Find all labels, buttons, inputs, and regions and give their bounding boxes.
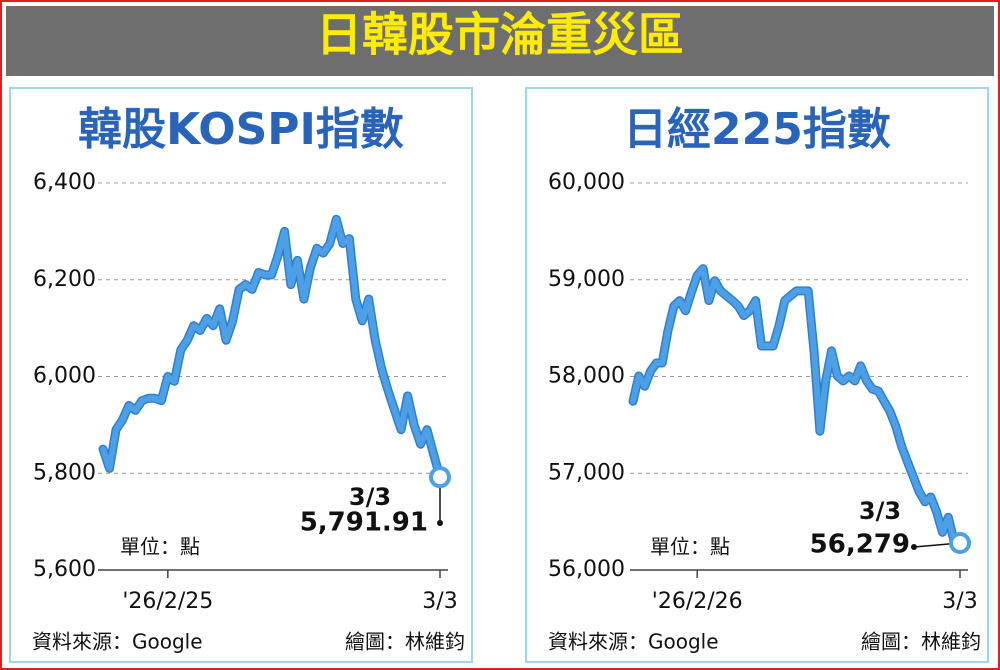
line bbox=[630, 265, 963, 546]
y-tick-label: 6,200 bbox=[33, 267, 96, 292]
x-tick-label: '26/2/26 bbox=[652, 589, 743, 614]
unit-label: 單位：點 bbox=[650, 535, 730, 559]
y-tick-label: 5,600 bbox=[33, 557, 96, 582]
value-label: 56,279 bbox=[810, 530, 910, 560]
callout-date: 3/3 bbox=[859, 497, 901, 525]
y-tick-label: 6,000 bbox=[33, 364, 96, 389]
callout-date: 3/3 bbox=[349, 483, 391, 511]
source-label: 資料來源：Google bbox=[548, 630, 719, 654]
credit-label: 繪圖：林維鈞 bbox=[861, 630, 981, 654]
value-label: 5,791.91 bbox=[300, 508, 428, 538]
line bbox=[100, 216, 443, 481]
x-tick-label: '26/2/25 bbox=[122, 589, 213, 614]
main-title: 日韓股市淪重災區 bbox=[316, 8, 684, 62]
x-tick-label: 3/3 bbox=[942, 589, 977, 614]
end-marker bbox=[429, 466, 451, 489]
chart-title: 日經225指數 bbox=[623, 104, 891, 155]
source-label: 資料來源：Google bbox=[32, 630, 203, 654]
y-tick-label: 6,400 bbox=[33, 170, 96, 195]
leader-dot bbox=[911, 544, 917, 550]
panel bbox=[525, 87, 989, 663]
title-bar bbox=[6, 6, 994, 76]
y-tick-label: 57,000 bbox=[548, 460, 625, 485]
x-tick-label: 3/3 bbox=[422, 589, 457, 614]
chart-title: 韓股KOSPI指數 bbox=[78, 104, 404, 155]
y-tick-label: 56,000 bbox=[548, 557, 625, 582]
y-tick-label: 59,000 bbox=[548, 267, 625, 292]
y-tick-label: 5,800 bbox=[33, 460, 96, 485]
credit-label: 繪圖：林維鈞 bbox=[345, 630, 465, 654]
panel bbox=[9, 87, 473, 663]
y-tick-label: 58,000 bbox=[548, 364, 625, 389]
leader-dot bbox=[437, 520, 443, 526]
end-marker bbox=[949, 532, 971, 555]
y-tick-label: 60,000 bbox=[548, 170, 625, 195]
unit-label: 單位：點 bbox=[120, 535, 200, 559]
